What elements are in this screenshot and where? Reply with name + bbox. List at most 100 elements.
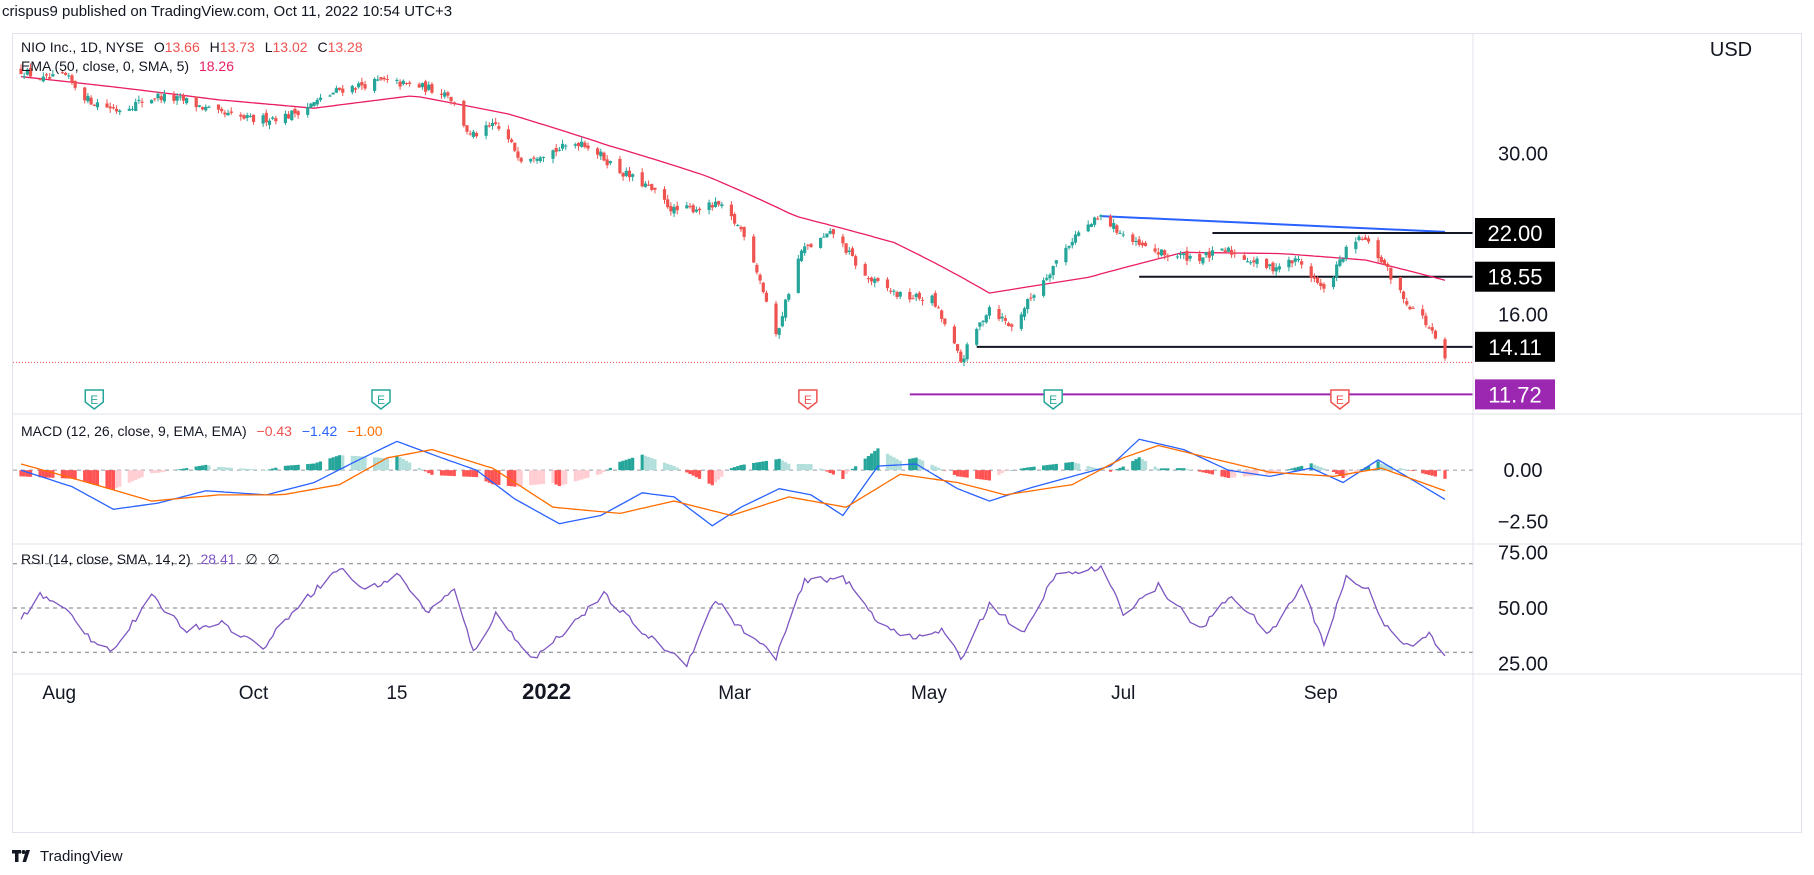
macd-hist-bar bbox=[599, 470, 603, 474]
candle-body bbox=[334, 88, 338, 93]
candle-body bbox=[1296, 258, 1301, 261]
macd-hist-bar bbox=[1210, 470, 1215, 475]
macd-hist-bar bbox=[239, 468, 243, 471]
macd-legend[interactable]: MACD (12, 26, close, 9, EMA, EMA) −0.43 … bbox=[21, 423, 383, 439]
candle-body bbox=[624, 170, 628, 176]
macd-hist-bar bbox=[828, 470, 832, 474]
chart-canvas[interactable]: E E E E E 30.00 16.00 22.00 18.55 14.11 11.72 NIO… bbox=[13, 34, 1803, 834]
macd-hist-bar bbox=[1010, 470, 1014, 471]
candle-body bbox=[376, 79, 380, 81]
macd-hist-bar bbox=[643, 455, 647, 471]
price-drawings[interactable] bbox=[13, 215, 1473, 396]
macd-hist-bar bbox=[930, 464, 934, 471]
macd-hist-bar bbox=[943, 470, 947, 471]
candle-body bbox=[997, 308, 1001, 320]
candle-body bbox=[337, 87, 342, 90]
macd-axis[interactable]: 0.00 −2.50 bbox=[1498, 460, 1549, 533]
macd-hist-bar bbox=[111, 470, 115, 490]
rsi-value: 28.41 bbox=[201, 551, 236, 567]
macd-hist-bar bbox=[869, 453, 874, 471]
trend-line bbox=[1100, 215, 1446, 233]
candle-body bbox=[742, 227, 746, 237]
candle-body bbox=[382, 77, 386, 80]
macd-hist-bar bbox=[1319, 467, 1323, 471]
macd-hist-bar bbox=[309, 463, 313, 471]
candle-body bbox=[484, 125, 488, 136]
rsi-legend[interactable]: RSI (14, close, SMA, 14, 2) 28.41 ∅ ∅ bbox=[21, 551, 280, 567]
candle-body bbox=[1376, 240, 1380, 259]
macd-hist-bar bbox=[984, 470, 988, 481]
macd-hist-bar bbox=[755, 462, 759, 471]
macd-hist-bar bbox=[892, 457, 896, 471]
candle-body bbox=[758, 274, 762, 281]
candle-body bbox=[984, 315, 988, 323]
macd-hist-bar bbox=[761, 461, 765, 471]
macd-hist-bar bbox=[962, 470, 966, 478]
macd-hist-bar bbox=[44, 470, 49, 478]
macd-hist-bar bbox=[1322, 468, 1326, 471]
macd-hist-bar bbox=[631, 457, 635, 471]
candle-body bbox=[1092, 217, 1097, 225]
candle-body bbox=[1341, 258, 1345, 262]
earnings-marker-icon bbox=[84, 389, 105, 410]
candle-body bbox=[1099, 215, 1103, 217]
macd-hist-bar bbox=[337, 455, 342, 471]
time-tick-label: Mar bbox=[718, 683, 751, 704]
macd-hist-bar bbox=[331, 457, 335, 471]
earnings-marker-icon bbox=[1330, 389, 1350, 410]
candle-body bbox=[825, 233, 829, 238]
macd-hist-bar bbox=[1293, 467, 1297, 471]
high-label: H bbox=[210, 39, 220, 55]
macd-hist-bar bbox=[809, 464, 813, 471]
macd-hist-bar bbox=[1048, 464, 1052, 471]
candle-body bbox=[245, 115, 249, 119]
macd-hist-bar bbox=[672, 466, 676, 471]
macd-hist-bar bbox=[175, 469, 179, 471]
macd-hist-bar bbox=[92, 470, 96, 485]
candle-body bbox=[1188, 255, 1192, 259]
candle-body bbox=[1335, 264, 1339, 278]
candle-body bbox=[398, 81, 402, 87]
earnings-marker-label: E bbox=[90, 393, 98, 407]
candle-body bbox=[185, 98, 189, 104]
candle-body bbox=[653, 187, 657, 190]
macd-value: −1.42 bbox=[302, 423, 338, 439]
footer-brand[interactable]: TradingView bbox=[12, 844, 123, 868]
macd-hist-bar bbox=[1290, 468, 1294, 471]
candle-body bbox=[1210, 250, 1215, 256]
symbol-legend[interactable]: NIO Inc., 1D, NYSE O13.66 H13.73 L13.02 … bbox=[21, 39, 363, 55]
macd-hist-bar bbox=[423, 470, 428, 472]
candle-body bbox=[1309, 266, 1313, 278]
candle-body bbox=[159, 96, 163, 100]
time-axis[interactable]: Aug Oct 15 2022 Mar May Jul Sep bbox=[42, 679, 1337, 704]
macd-hist-bar bbox=[306, 464, 310, 471]
candle-body bbox=[283, 113, 288, 124]
candle-body bbox=[1255, 258, 1259, 264]
macd-hist-bar bbox=[1032, 466, 1036, 471]
candle-body bbox=[1331, 277, 1336, 287]
ema-legend[interactable]: EMA (50, close, 0, SMA, 5) 18.26 bbox=[21, 58, 234, 74]
macd-legend-label: MACD (12, 26, close, 9, EMA, EMA) bbox=[21, 423, 247, 439]
candle-body bbox=[1156, 252, 1160, 255]
macd-hist-bar bbox=[799, 463, 804, 471]
candle-body bbox=[777, 328, 781, 335]
candle-body bbox=[803, 246, 807, 254]
candle-body bbox=[401, 80, 405, 85]
candle-body bbox=[933, 293, 937, 307]
price-axis[interactable]: 30.00 16.00 22.00 18.55 14.11 11.72 bbox=[1475, 144, 1555, 410]
macd-hist-bar bbox=[640, 454, 644, 471]
candle-body bbox=[443, 92, 447, 97]
macd-hist-bar bbox=[1115, 469, 1119, 471]
candle-body bbox=[1175, 256, 1180, 258]
chart-frame[interactable]: E E E E E 30.00 16.00 22.00 18.55 14.11 11.72 NIO… bbox=[12, 33, 1803, 834]
candle-body bbox=[866, 278, 870, 280]
macd-hist-bar bbox=[216, 466, 221, 471]
rsi-axis[interactable]: 75.00 50.00 25.00 bbox=[1498, 543, 1548, 676]
macd-hist-bar bbox=[1089, 466, 1093, 471]
candle-body bbox=[981, 320, 985, 322]
macd-hist-bar bbox=[1252, 470, 1256, 476]
macd-hist-bar bbox=[1354, 470, 1358, 472]
candle-body bbox=[1182, 253, 1186, 256]
earnings-marker-label: E bbox=[1336, 393, 1344, 407]
